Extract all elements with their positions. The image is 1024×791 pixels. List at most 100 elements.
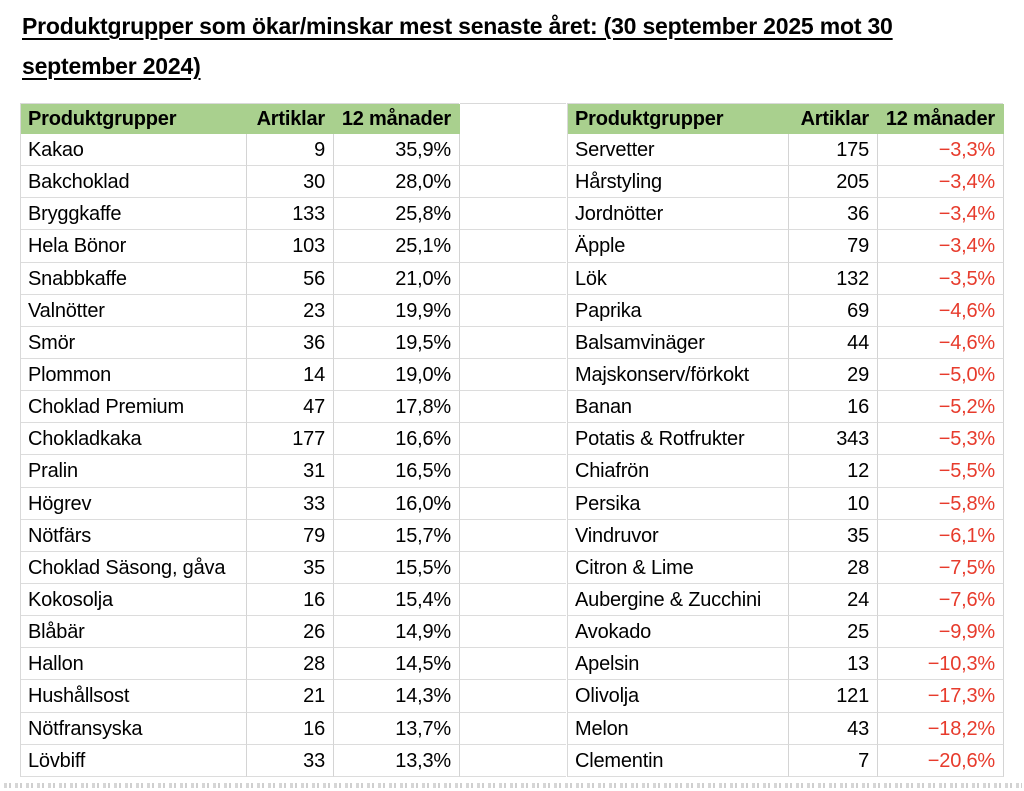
twelve-months-percent-cell: 14,5% — [334, 648, 460, 681]
table-row: Choklad Säsong, gåva 35 15,5% — [21, 551, 460, 584]
table-row: Plommon 14 19,0% — [21, 358, 460, 392]
decreases-table-header-row: Produktgrupper Artiklar 12 månader — [568, 104, 1004, 134]
page-title: Produktgrupper som ökar/minskar mest sen… — [22, 6, 893, 86]
table-row: Snabbkaffe 56 21,0% — [21, 262, 460, 295]
table-row: Paprika 69 −4,6% — [568, 294, 1004, 327]
twelve-months-percent-cell: 14,3% — [334, 680, 460, 713]
product-name-cell: Servetter — [568, 134, 789, 167]
header-produktgrupper: Produktgrupper — [568, 104, 789, 134]
articles-count-cell: 121 — [789, 680, 878, 713]
table-row: Högrev 33 16,0% — [21, 487, 460, 520]
spacer-cell — [460, 134, 566, 167]
table-row: Äpple 79 −3,4% — [568, 230, 1004, 263]
articles-count-cell: 343 — [789, 423, 878, 456]
spacer-cell — [460, 198, 566, 231]
articles-count-cell: 10 — [789, 487, 878, 520]
table-row: Potatis & Rotfrukter 343 −5,3% — [568, 423, 1004, 456]
product-name-cell: Kakao — [21, 134, 247, 167]
table-row: Banan 16 −5,2% — [568, 391, 1004, 424]
articles-count-cell: 31 — [247, 455, 334, 488]
header-12-manader: 12 månader — [334, 104, 460, 134]
articles-count-cell: 23 — [247, 294, 334, 327]
product-name-cell: Persika — [568, 487, 789, 520]
articles-count-cell: 133 — [247, 198, 334, 231]
product-name-cell: Clementin — [568, 744, 789, 777]
product-name-cell: Balsamvinäger — [568, 326, 789, 359]
table-row: Chokladkaka 177 16,6% — [21, 423, 460, 456]
product-name-cell: Hushållsost — [21, 680, 247, 713]
twelve-months-percent-cell: −5,5% — [878, 455, 1004, 488]
articles-count-cell: 56 — [247, 262, 334, 295]
table-row: Vindruvor 35 −6,1% — [568, 519, 1004, 552]
twelve-months-percent-cell: −3,4% — [878, 166, 1004, 199]
product-name-cell: Blåbär — [21, 616, 247, 649]
twelve-months-percent-cell: 35,9% — [334, 134, 460, 167]
articles-count-cell: 103 — [247, 230, 334, 263]
page-break-dashes — [4, 783, 1022, 788]
table-row: Bakchoklad 30 28,0% — [21, 166, 460, 199]
spacer-cell — [460, 648, 566, 681]
twelve-months-percent-cell: −5,2% — [878, 391, 1004, 424]
table-row: Hushållsost 21 14,3% — [21, 680, 460, 713]
table-row: Smör 36 19,5% — [21, 326, 460, 359]
product-name-cell: Bryggkaffe — [21, 198, 247, 231]
table-row: Kakao 9 35,9% — [21, 134, 460, 167]
decreases-table: Produktgrupper Artiklar 12 månader Serve… — [567, 103, 1004, 777]
product-name-cell: Nötfärs — [21, 519, 247, 552]
spacer-cell — [460, 358, 566, 392]
twelve-months-percent-cell: −17,3% — [878, 680, 1004, 713]
product-name-cell: Hallon — [21, 648, 247, 681]
articles-count-cell: 24 — [789, 583, 878, 617]
header-produktgrupper: Produktgrupper — [21, 104, 247, 134]
articles-count-cell: 175 — [789, 134, 878, 167]
table-row: Citron & Lime 28 −7,5% — [568, 551, 1004, 584]
product-name-cell: Banan — [568, 391, 789, 424]
twelve-months-percent-cell: −7,5% — [878, 551, 1004, 584]
product-name-cell: Olivolja — [568, 680, 789, 713]
spacer-cell — [460, 583, 566, 617]
articles-count-cell: 28 — [789, 551, 878, 584]
table-row: Melon 43 −18,2% — [568, 712, 1004, 745]
product-name-cell: Smör — [21, 326, 247, 359]
articles-count-cell: 12 — [789, 455, 878, 488]
table-row: Hallon 28 14,5% — [21, 648, 460, 681]
articles-count-cell: 16 — [789, 391, 878, 424]
twelve-months-percent-cell: 16,5% — [334, 455, 460, 488]
twelve-months-percent-cell: 17,8% — [334, 391, 460, 424]
table-row: Pralin 31 16,5% — [21, 455, 460, 488]
header-artiklar: Artiklar — [789, 104, 878, 134]
product-name-cell: Plommon — [21, 358, 247, 392]
product-name-cell: Högrev — [21, 487, 247, 520]
product-name-cell: Hårstyling — [568, 166, 789, 199]
product-name-cell: Paprika — [568, 294, 789, 327]
twelve-months-percent-cell: 15,7% — [334, 519, 460, 552]
product-name-cell: Apelsin — [568, 648, 789, 681]
table-row: Hela Bönor 103 25,1% — [21, 230, 460, 263]
spacer-cell — [460, 455, 566, 488]
articles-count-cell: 14 — [247, 358, 334, 392]
twelve-months-percent-cell: −7,6% — [878, 583, 1004, 617]
product-name-cell: Citron & Lime — [568, 551, 789, 584]
twelve-months-percent-cell: −18,2% — [878, 712, 1004, 745]
articles-count-cell: 33 — [247, 744, 334, 777]
twelve-months-percent-cell: −3,5% — [878, 262, 1004, 295]
table-row: Servetter 175 −3,3% — [568, 134, 1004, 167]
spacer-cell — [460, 104, 566, 134]
spacer-cell — [460, 616, 566, 649]
articles-count-cell: 79 — [789, 230, 878, 263]
product-name-cell: Jordnötter — [568, 198, 789, 231]
spacer-cell — [460, 519, 566, 552]
twelve-months-percent-cell: −3,4% — [878, 198, 1004, 231]
product-name-cell: Majskonserv/förkokt — [568, 358, 789, 392]
spacer-cell — [460, 551, 566, 584]
twelve-months-percent-cell: −5,8% — [878, 487, 1004, 520]
product-name-cell: Hela Bönor — [21, 230, 247, 263]
product-name-cell: Kokosolja — [21, 583, 247, 617]
product-name-cell: Vindruvor — [568, 519, 789, 552]
table-row: Kokosolja 16 15,4% — [21, 583, 460, 617]
twelve-months-percent-cell: 19,0% — [334, 358, 460, 392]
product-name-cell: Aubergine & Zucchini — [568, 583, 789, 617]
articles-count-cell: 16 — [247, 583, 334, 617]
twelve-months-percent-cell: −5,0% — [878, 358, 1004, 392]
product-name-cell: Lövbiff — [21, 744, 247, 777]
